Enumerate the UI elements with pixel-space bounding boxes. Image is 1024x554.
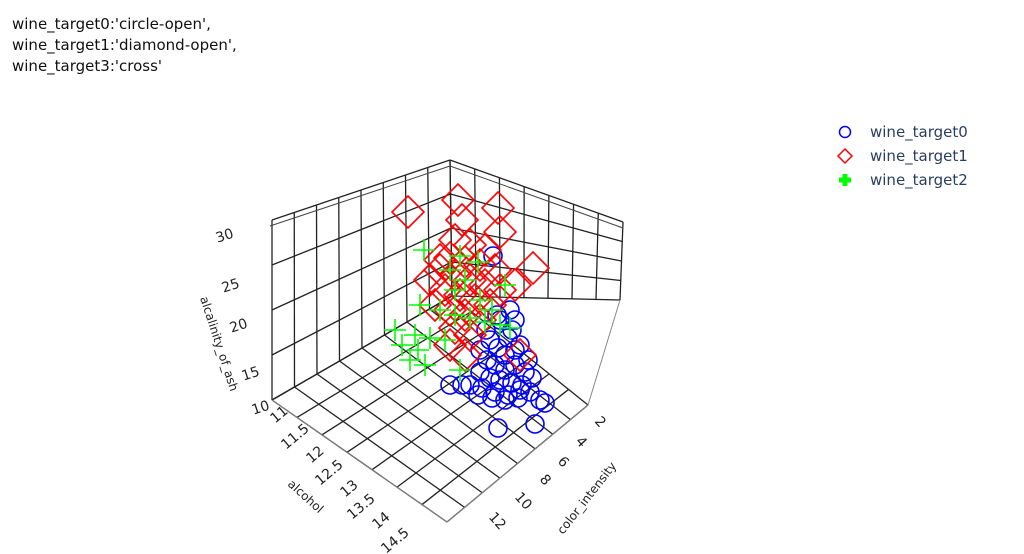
axis-ticks: 10152025301111.51212.51313.51414.5246810… <box>214 226 609 554</box>
annotation-line: wine_target0:'circle-open', <box>12 15 211 33</box>
svg-text:8: 8 <box>536 472 554 489</box>
svg-text:11.5: 11.5 <box>278 421 312 453</box>
svg-text:10: 10 <box>511 489 535 513</box>
svg-text:13: 13 <box>337 477 361 501</box>
legend-item-target0[interactable]: wine_target0 <box>836 120 968 144</box>
legend-label: wine_target1 <box>870 147 968 165</box>
legend-item-target1[interactable]: wine_target1 <box>836 144 968 168</box>
legend: wine_target0 wine_target1 wine_target2 <box>836 120 968 192</box>
svg-text:25: 25 <box>220 276 242 297</box>
diamond-open-icon <box>836 147 854 165</box>
svg-text:12: 12 <box>485 509 509 533</box>
annotation-line: wine_target3:'cross' <box>12 57 163 75</box>
svg-text:2: 2 <box>591 414 609 431</box>
circle-open-icon <box>838 125 852 139</box>
svg-text:12: 12 <box>303 443 327 467</box>
svg-text:30: 30 <box>214 226 236 247</box>
annotation-text: wine_target0:'circle-open', wine_target1… <box>12 14 237 77</box>
grid-walls <box>269 159 624 523</box>
z-axis-title: alcalinity_of_ash <box>197 295 241 393</box>
data-points <box>384 182 555 438</box>
svg-text:10: 10 <box>250 398 272 419</box>
svg-text:15: 15 <box>240 364 262 385</box>
legend-label: wine_target2 <box>870 171 968 189</box>
cross-icon <box>839 174 851 186</box>
y-axis-title: color_intensity <box>554 459 619 537</box>
svg-text:14: 14 <box>369 509 393 533</box>
svg-text:4: 4 <box>572 434 590 451</box>
legend-item-target2[interactable]: wine_target2 <box>836 168 968 192</box>
annotation-line: wine_target1:'diamond-open', <box>12 36 237 54</box>
svg-text:20: 20 <box>228 316 250 337</box>
svg-text:11: 11 <box>267 403 291 427</box>
svg-text:6: 6 <box>554 454 572 471</box>
legend-label: wine_target0 <box>870 123 968 141</box>
